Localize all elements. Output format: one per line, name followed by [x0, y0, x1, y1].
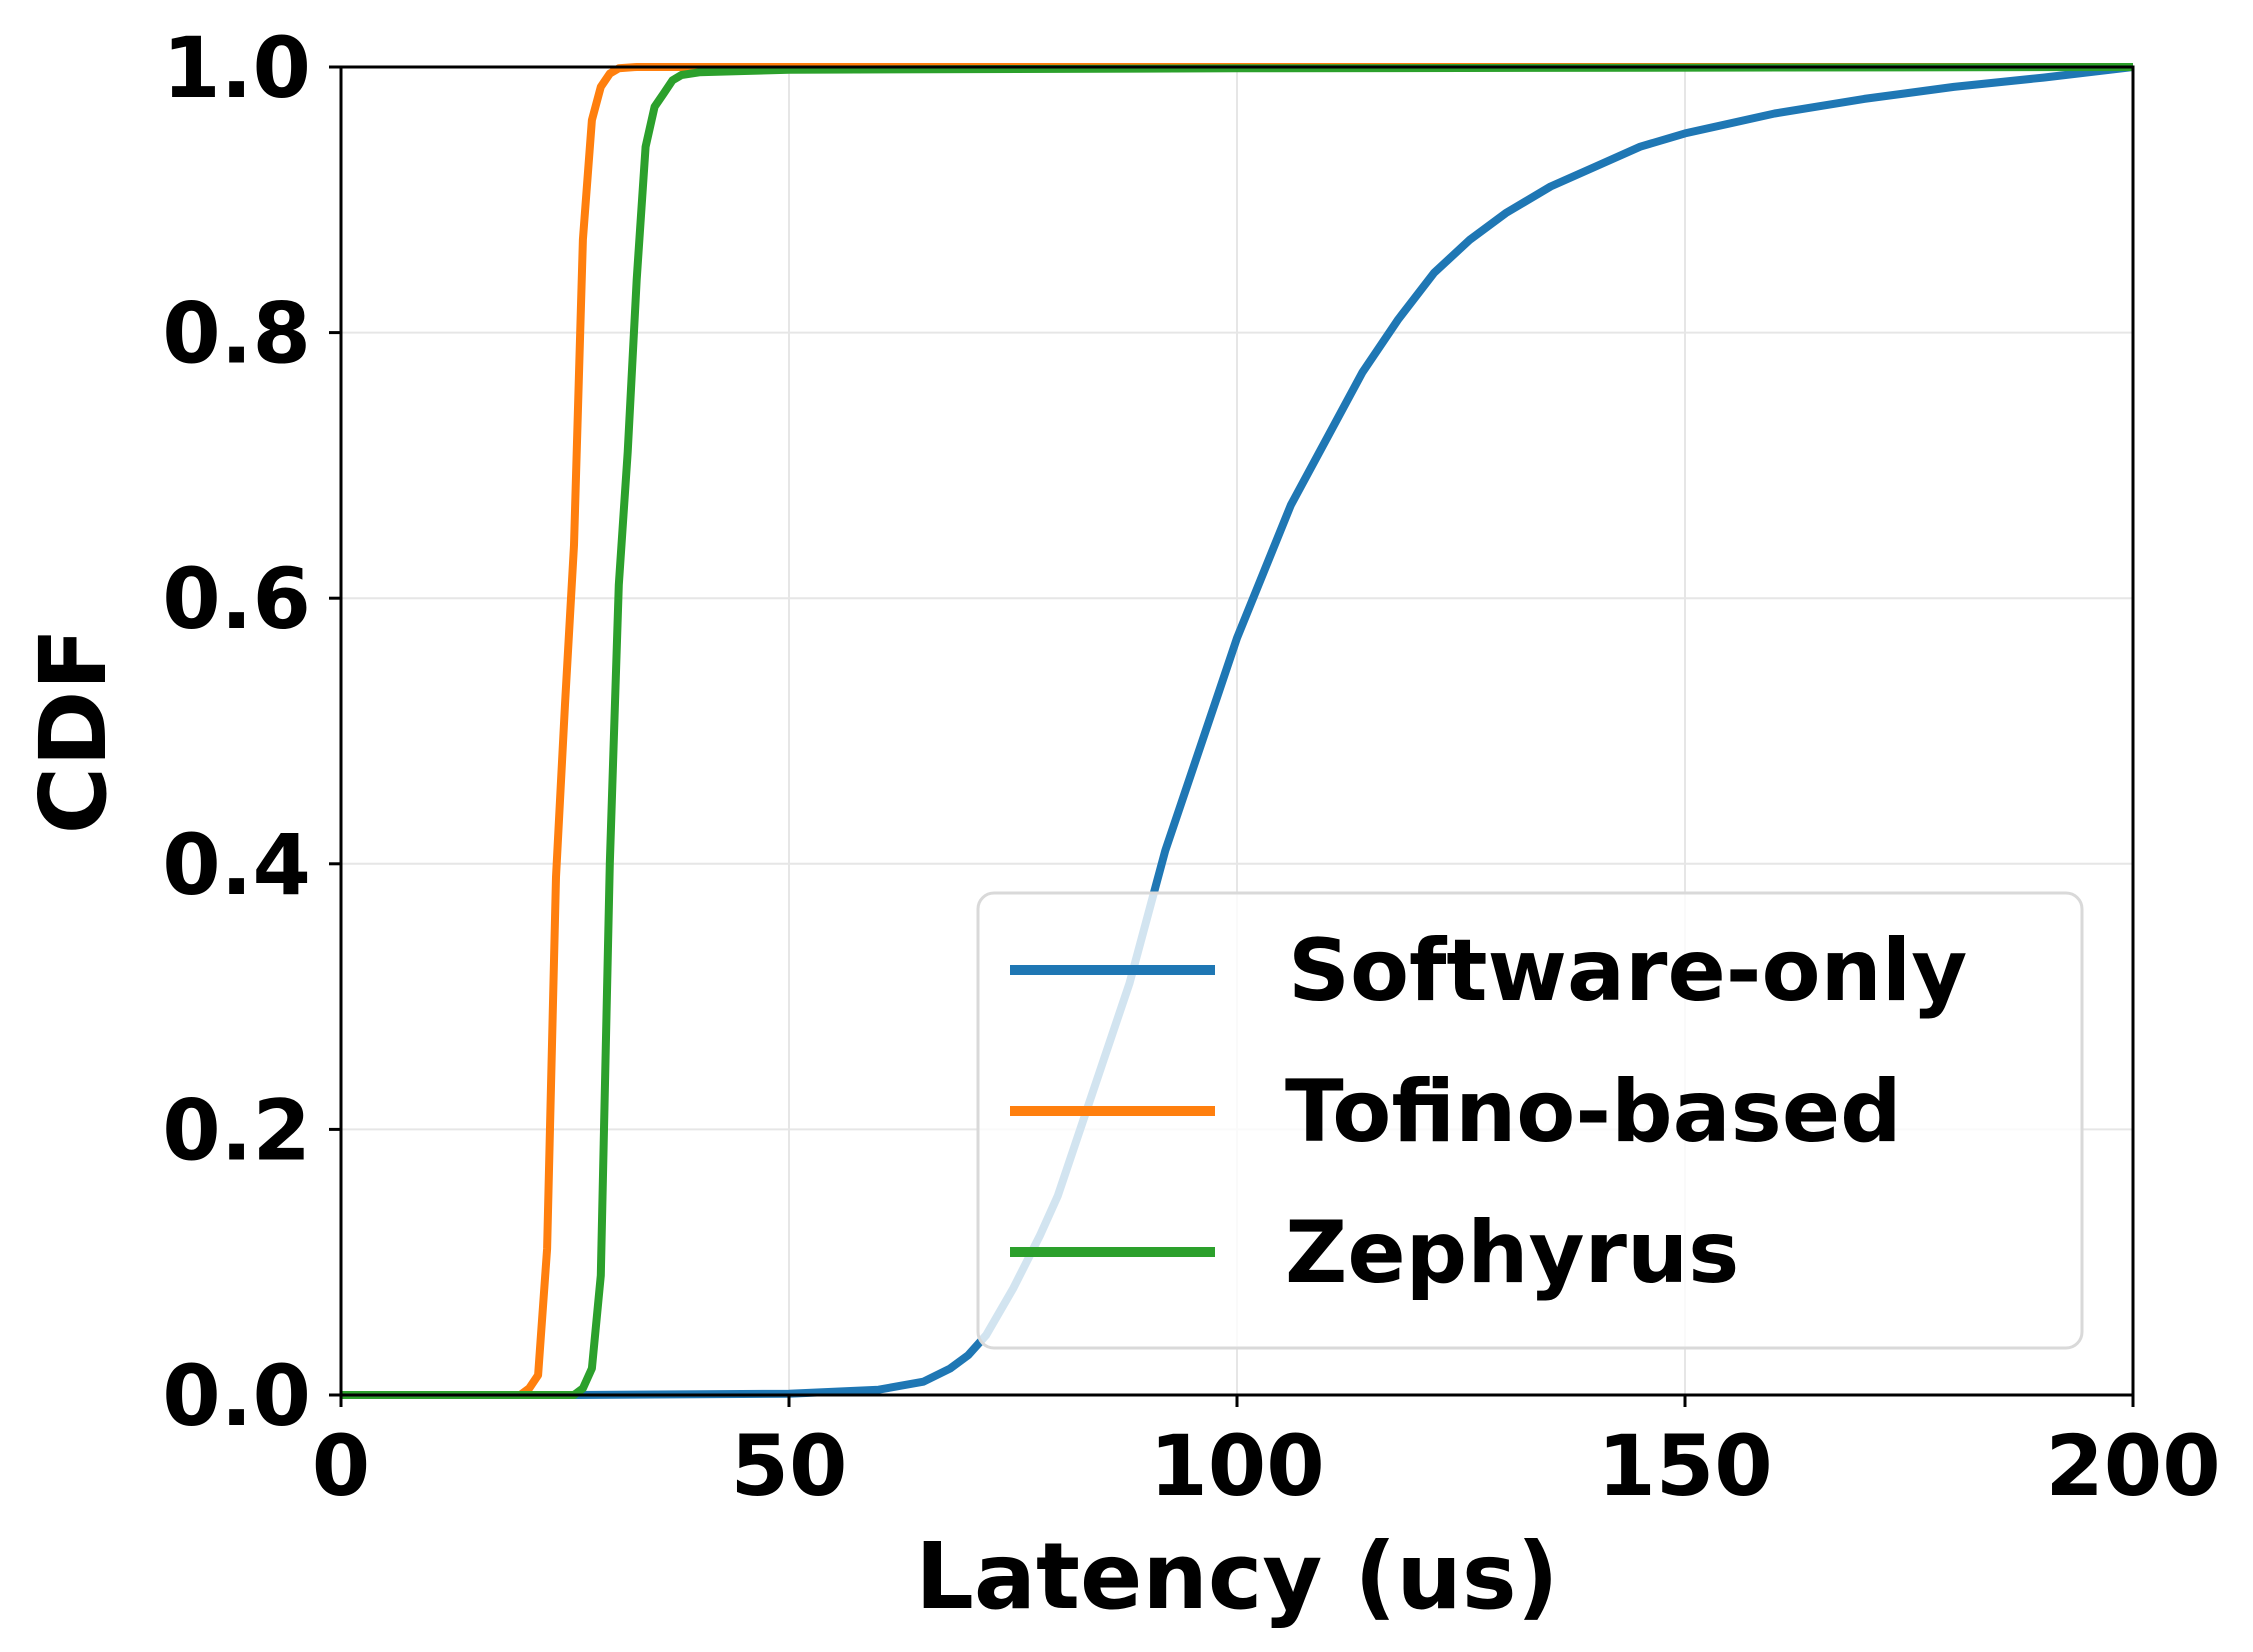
legend-label-tofino-based: Tofino-based [1285, 1062, 1902, 1162]
series-line-zephyrus [341, 63, 2134, 1399]
legend: Software-only Tofino-based Zephyrus [976, 891, 2084, 1350]
y-tick-label: 1.0 [162, 19, 311, 117]
x-axis-label: Latency (us) [915, 1523, 1558, 1630]
x-tick-label: 100 [1149, 1417, 1324, 1515]
x-tick-label: 150 [1597, 1417, 1772, 1515]
legend-box [976, 891, 2084, 1350]
x-tick-label: 50 [731, 1417, 848, 1515]
axis-ticks: 0 50 100 150 200 0.0 0.2 0.4 0.6 0.8 1.0 [162, 19, 2220, 1515]
series-line-software-only [341, 63, 2134, 1399]
y-axis-label: CDF [20, 628, 127, 835]
y-tick-label: 0.6 [162, 550, 311, 648]
y-tick-label: 0.2 [162, 1081, 311, 1179]
x-tick-label: 200 [2045, 1417, 2220, 1515]
y-tick-label: 0.0 [162, 1347, 311, 1445]
y-tick-label: 0.4 [162, 816, 311, 914]
y-tick-label: 0.8 [162, 285, 311, 383]
legend-label-software-only: Software-only [1288, 921, 1967, 1021]
legend-label-zephyrus: Zephyrus [1285, 1203, 1739, 1303]
x-tick-label: 0 [312, 1417, 370, 1515]
